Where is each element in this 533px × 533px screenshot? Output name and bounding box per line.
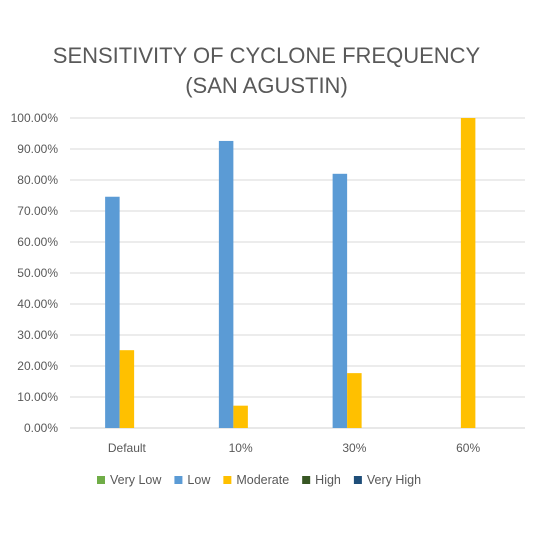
bar-low [218,140,234,428]
x-tick-label: 60% [456,441,480,455]
legend-label: Moderate [236,473,289,487]
y-tick-label: 90.00% [17,142,58,156]
bar-moderate [233,405,248,428]
x-tick-label: 10% [229,441,253,455]
legend-label: Very Low [110,473,162,487]
legend-swatch [223,476,232,484]
bar-low [332,173,348,428]
legend-swatch [97,476,105,484]
y-axis-tick-labels: 0.00% 10.00% 20.00% 30.00% 40.00% 50.00% 60.00… [11,111,59,435]
y-tick-label: 10.00% [17,390,58,404]
y-tick-label: 100.00% [11,111,59,125]
bar-low [105,196,120,428]
x-tick-label: Default [108,441,147,455]
bar-moderate [347,373,362,428]
y-tick-label: 80.00% [17,173,58,187]
legend-label: Low [187,473,211,487]
y-tick-label: 60.00% [17,235,58,249]
legend-swatch [353,476,362,484]
y-tick-label: 20.00% [17,359,58,373]
legend-label: High [315,473,341,487]
y-tick-label: 40.00% [17,297,58,311]
x-tick-label: 30% [342,441,366,455]
y-tick-label: 50.00% [17,266,58,280]
bar-moderate [119,350,135,428]
y-tick-label: 70.00% [17,204,58,218]
legend-swatch [302,476,311,484]
legend-swatch [174,476,183,484]
chart-title-line-1: SENSITIVITY OF CYCLONE FREQUENCY [53,43,481,68]
x-axis-tick-labels: Default 10% 30% 60% [108,441,481,455]
legend-label: Very High [367,473,421,487]
legend: Very Low Low Moderate High Very High [97,473,421,487]
bar-moderate [460,118,476,428]
gridlines [70,117,525,429]
chart-title-line-2: (SAN AGUSTIN) [185,73,348,98]
bars [105,118,476,428]
y-tick-label: 30.00% [17,328,58,342]
y-tick-label: 0.00% [24,421,58,435]
